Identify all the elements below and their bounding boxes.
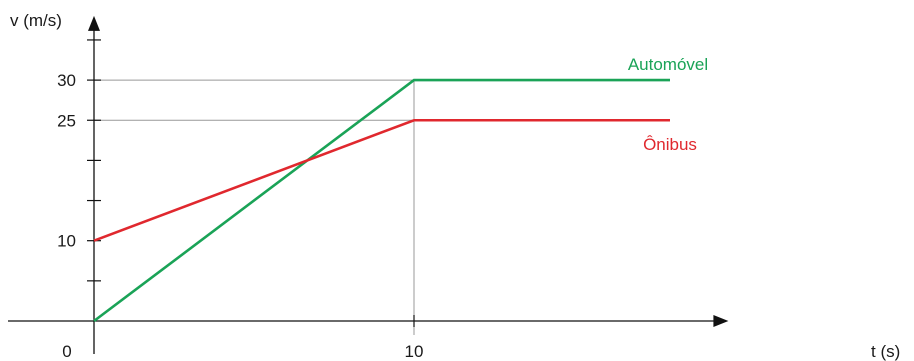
chart-text: 10 25 30 10 0 v (m/s) t (s) Automóvel Ônibus — [10, 11, 900, 361]
y-tick-label-25: 25 — [57, 111, 76, 130]
x-tick-label-10: 10 — [405, 342, 424, 361]
series-label-automovel: Automóvel — [628, 55, 708, 74]
axes — [8, 15, 729, 354]
origin-label: 0 — [62, 342, 71, 361]
y-axis-arrow-icon — [88, 15, 100, 31]
series-line-onibus — [93, 118, 670, 242]
x-axis-label: t (s) — [871, 342, 900, 361]
reference-lines — [94, 79, 415, 335]
series-label-onibus: Ônibus — [643, 135, 697, 154]
y-tick-label-30: 30 — [57, 71, 76, 90]
y-axis-label: v (m/s) — [10, 11, 62, 30]
series-lines — [93, 78, 670, 323]
x-axis-arrow-icon — [713, 315, 729, 327]
y-tick-label-10: 10 — [57, 232, 76, 251]
series-line-automovel — [93, 78, 670, 323]
